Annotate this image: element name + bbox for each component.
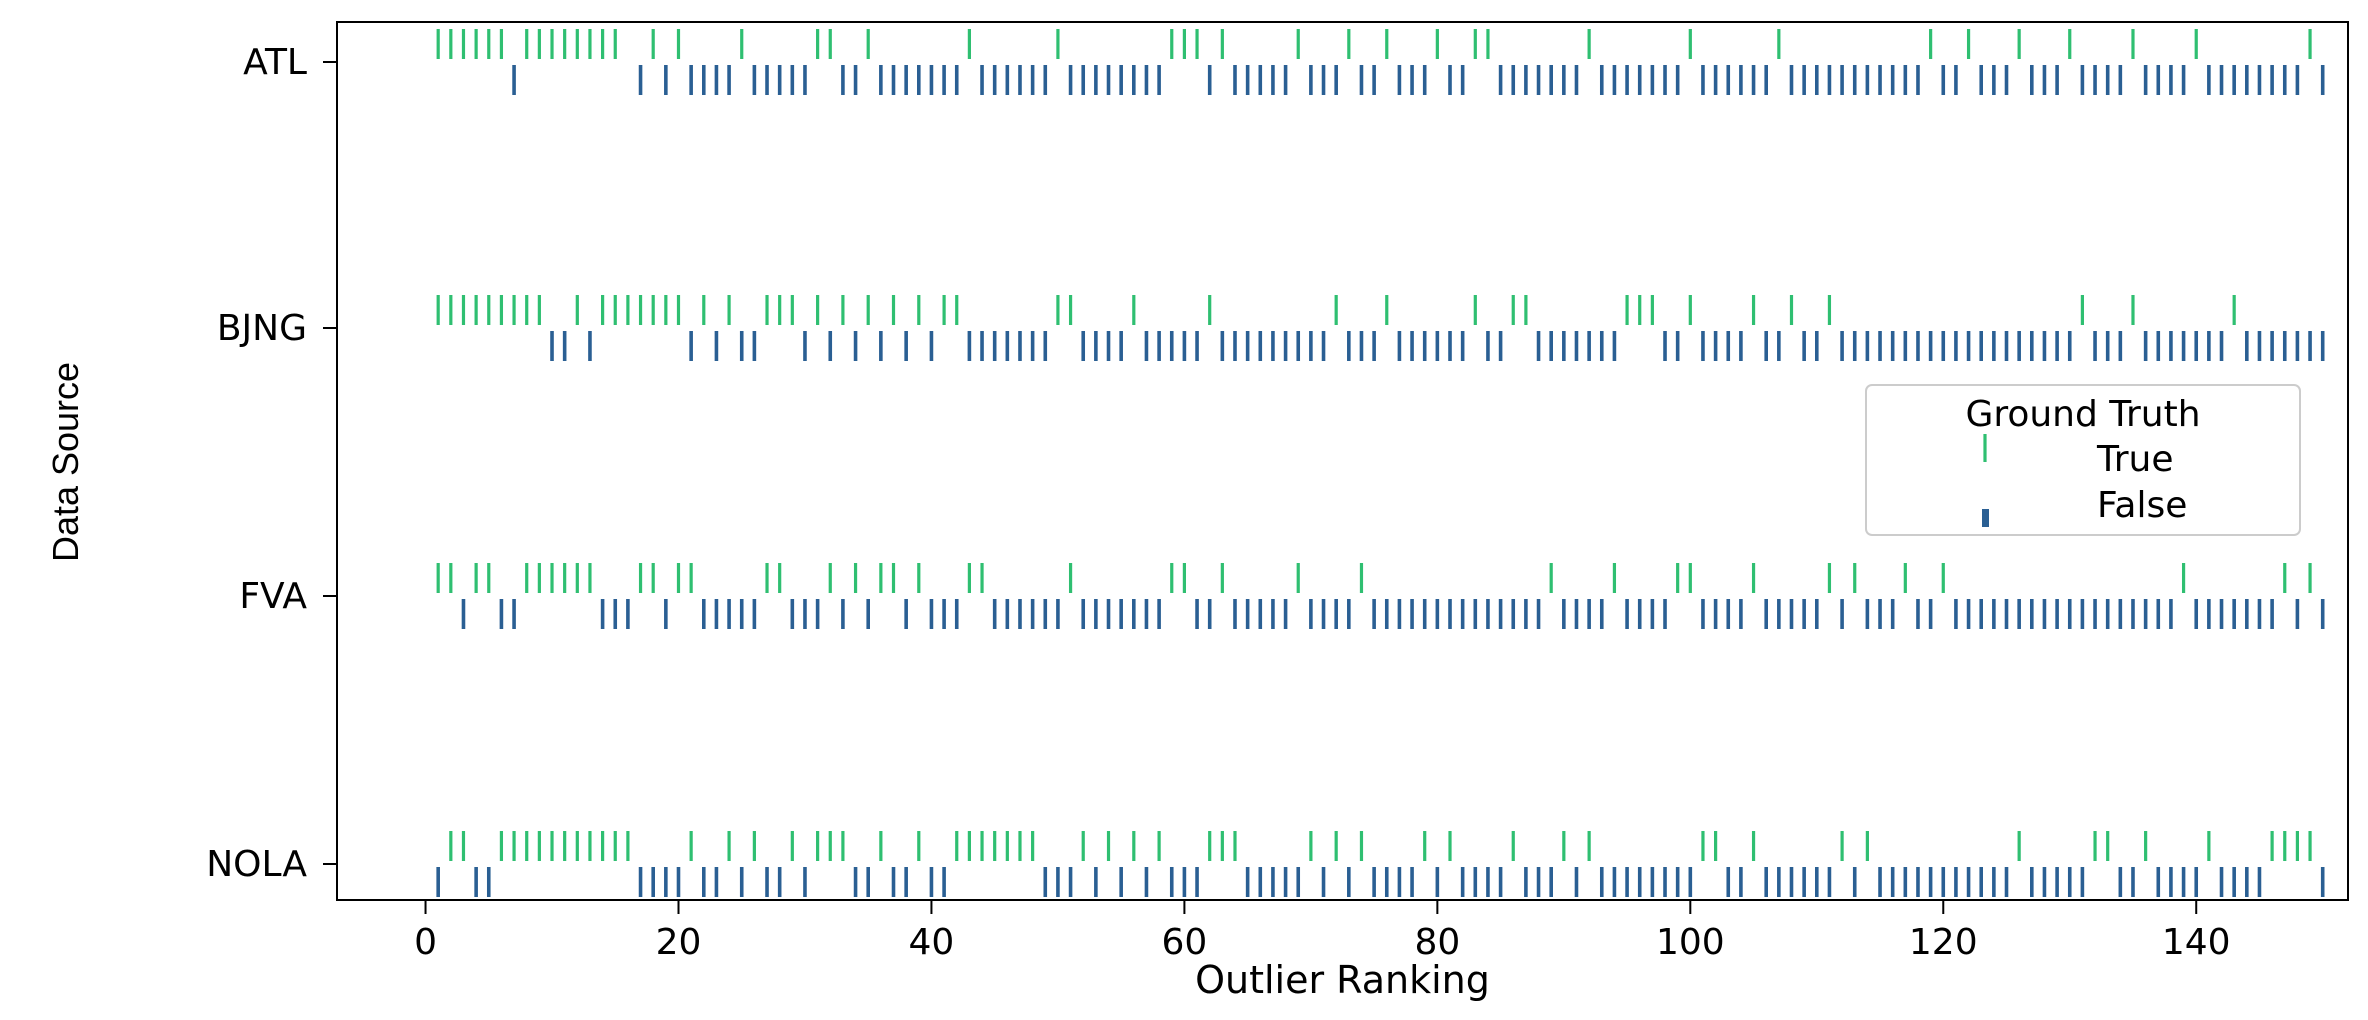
x-tick-label: 40: [909, 922, 955, 963]
x-tick-label: 60: [1161, 922, 1207, 963]
x-tick-label: 0: [414, 922, 437, 963]
y-tick-label: ATL: [243, 42, 307, 83]
x-axis-title: Outlier Ranking: [1195, 958, 1490, 1002]
y-axis: ATL BJNG FVA NOLA: [206, 42, 337, 885]
x-tick-label: 140: [2162, 922, 2231, 963]
x-tick-label: 120: [1909, 922, 1978, 963]
y-tick-label: FVA: [239, 576, 307, 617]
legend-true-label: True: [2096, 439, 2173, 480]
x-tick-label: 100: [1656, 922, 1725, 963]
legend-false-label: False: [2097, 485, 2187, 526]
series-atl: [436, 29, 2325, 95]
plot-frame: [336, 21, 2349, 901]
x-tick-label: 80: [1414, 922, 1460, 963]
x-tick-label: 20: [656, 922, 702, 963]
series-bjng: [436, 295, 2325, 361]
chart-marks: [436, 29, 2325, 897]
series-nola: [436, 831, 2325, 897]
legend-box: [1865, 384, 2301, 536]
y-axis-title: Data Source: [45, 362, 86, 562]
y-tick-label: BJNG: [217, 308, 307, 349]
y-tick-label: NOLA: [206, 844, 307, 885]
x-axis: 0 20 40 60 80 100 120 140: [414, 900, 2231, 963]
legend-title: Ground Truth: [1965, 394, 2200, 435]
legend-false-swatch: [1982, 509, 1989, 527]
series-fva: [436, 563, 2325, 629]
